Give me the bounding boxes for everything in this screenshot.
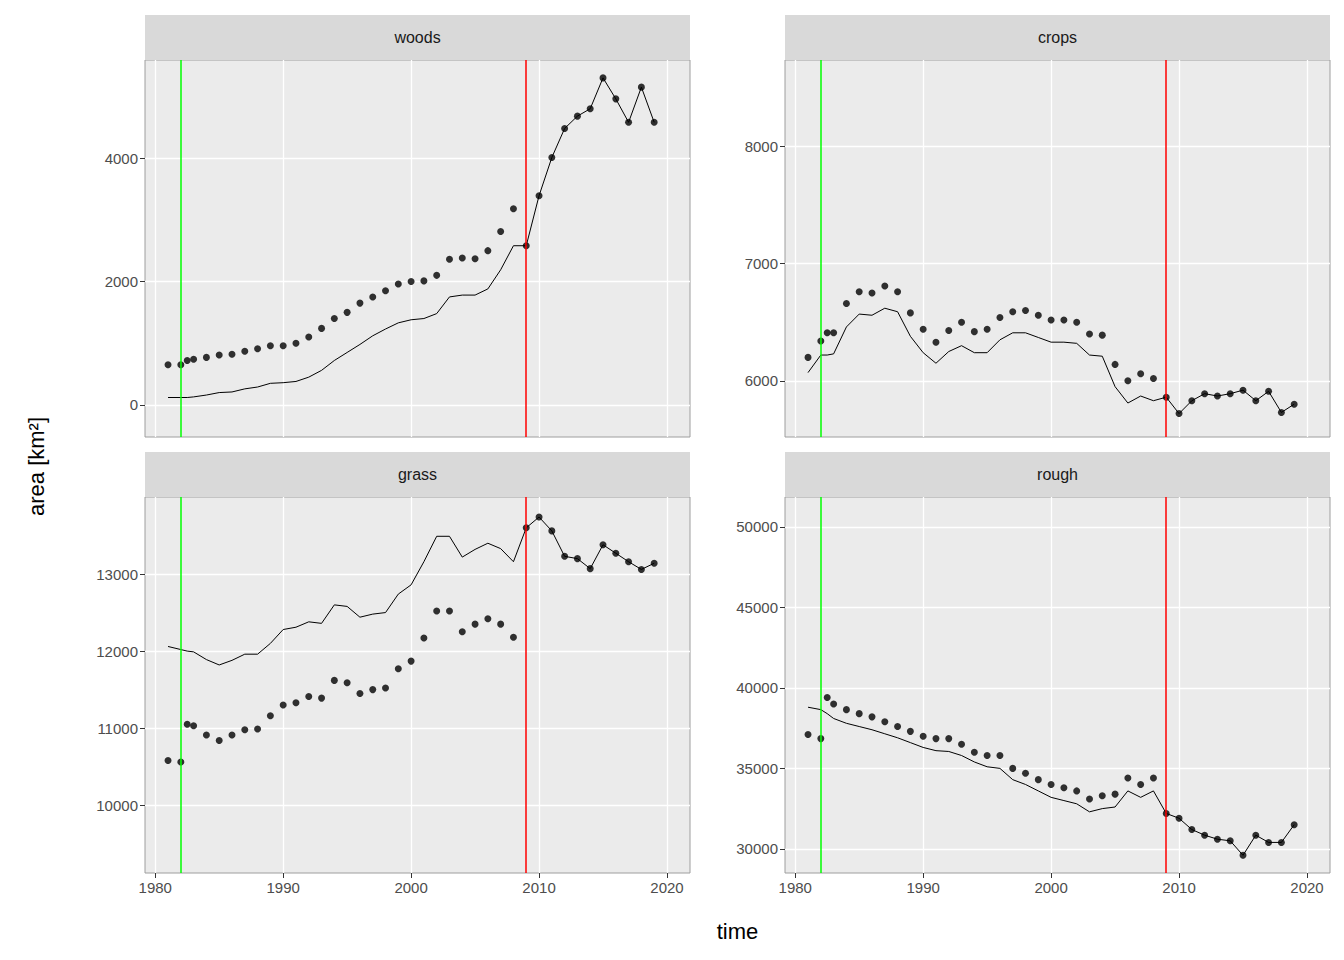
svg-text:40000: 40000 bbox=[736, 679, 778, 696]
svg-text:30000: 30000 bbox=[736, 840, 778, 857]
svg-text:2020: 2020 bbox=[650, 879, 683, 896]
svg-text:0: 0 bbox=[130, 396, 138, 413]
svg-text:time: time bbox=[717, 919, 759, 944]
svg-text:8000: 8000 bbox=[745, 138, 778, 155]
svg-text:crops: crops bbox=[1038, 29, 1077, 46]
svg-text:1990: 1990 bbox=[266, 879, 299, 896]
svg-text:4000: 4000 bbox=[105, 150, 138, 167]
svg-text:2000: 2000 bbox=[394, 879, 427, 896]
svg-text:35000: 35000 bbox=[736, 760, 778, 777]
svg-text:7000: 7000 bbox=[745, 255, 778, 272]
svg-text:6000: 6000 bbox=[745, 372, 778, 389]
svg-text:2000: 2000 bbox=[105, 273, 138, 290]
svg-text:area [km²]: area [km²] bbox=[24, 417, 49, 516]
svg-text:2020: 2020 bbox=[1290, 879, 1323, 896]
svg-text:45000: 45000 bbox=[736, 599, 778, 616]
svg-text:50000: 50000 bbox=[736, 518, 778, 535]
svg-text:12000: 12000 bbox=[96, 643, 138, 660]
svg-text:13000: 13000 bbox=[96, 566, 138, 583]
svg-text:1990: 1990 bbox=[906, 879, 939, 896]
svg-text:10000: 10000 bbox=[96, 797, 138, 814]
svg-text:11000: 11000 bbox=[97, 720, 138, 737]
svg-text:2010: 2010 bbox=[1162, 879, 1195, 896]
svg-text:rough: rough bbox=[1037, 466, 1078, 483]
svg-text:1980: 1980 bbox=[139, 879, 172, 896]
svg-text:1980: 1980 bbox=[779, 879, 812, 896]
svg-text:grass: grass bbox=[398, 466, 437, 483]
svg-text:woods: woods bbox=[393, 29, 440, 46]
svg-text:2010: 2010 bbox=[522, 879, 555, 896]
svg-text:2000: 2000 bbox=[1034, 879, 1067, 896]
